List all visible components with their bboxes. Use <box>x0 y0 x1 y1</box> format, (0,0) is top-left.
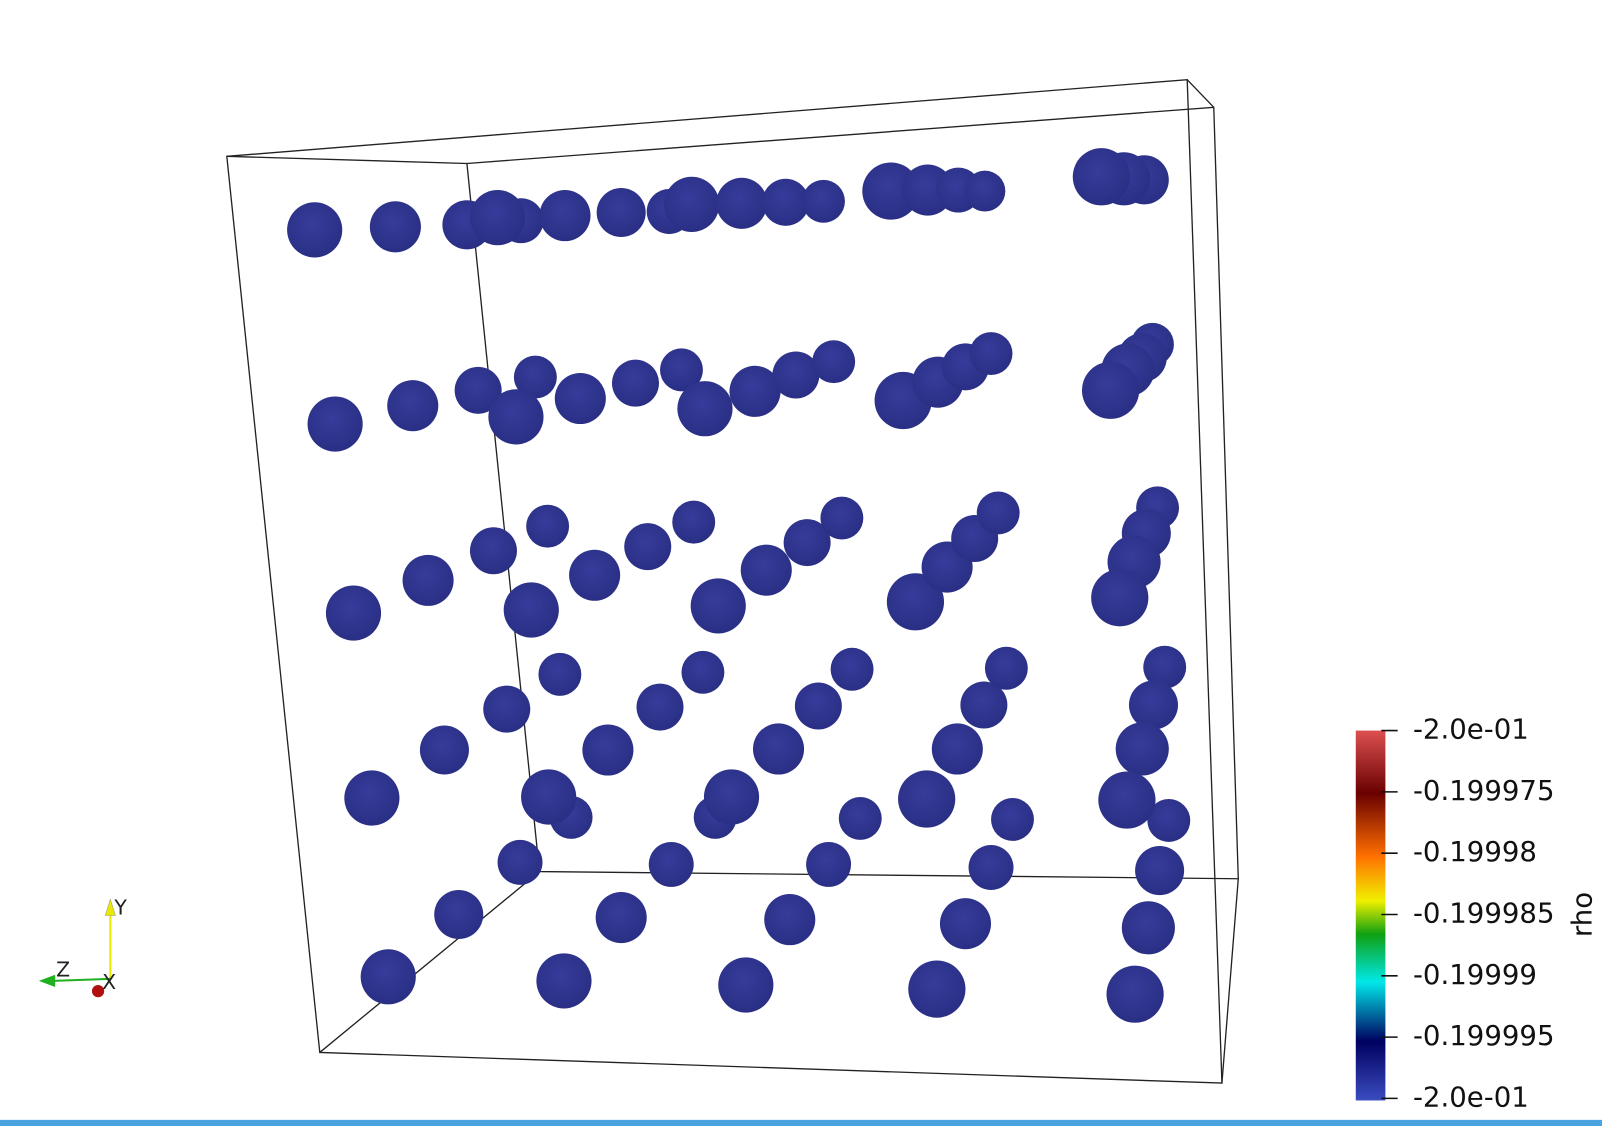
sphere <box>1081 361 1140 419</box>
sphere <box>596 188 646 238</box>
sphere <box>344 770 400 826</box>
sphere <box>539 190 591 242</box>
axis-label-z: Z <box>56 958 70 982</box>
sphere <box>762 178 810 226</box>
sphere <box>783 519 831 567</box>
sphere <box>984 646 1028 690</box>
sphere <box>677 381 733 437</box>
sphere <box>538 652 582 696</box>
sphere <box>964 170 1006 212</box>
sphere <box>729 365 781 417</box>
sphere <box>1072 148 1130 206</box>
sphere <box>703 769 760 825</box>
sphere <box>648 841 694 887</box>
sphere <box>752 723 805 775</box>
sphere <box>830 647 874 691</box>
sphere <box>764 894 816 946</box>
sphere <box>360 949 416 1005</box>
sphere <box>968 845 1014 890</box>
sphere <box>1143 645 1187 689</box>
outline-box <box>226 78 1239 1084</box>
sphere <box>369 201 421 253</box>
sphere <box>611 359 659 407</box>
sphere <box>660 348 703 392</box>
axis-label-x: X <box>102 970 116 994</box>
sphere <box>690 578 746 634</box>
sphere <box>636 683 684 731</box>
sphere <box>434 889 484 940</box>
color-bar-ticks: -2.0e-01 -0.199975 -0.19998 -0.199985 -0.199… <box>1381 713 1555 1113</box>
sphere <box>488 389 544 445</box>
sphere <box>794 682 842 730</box>
sphere <box>772 351 820 399</box>
sphere <box>802 179 845 223</box>
color-bar <box>1355 730 1386 1101</box>
sphere <box>718 957 774 1013</box>
sphere <box>287 202 343 258</box>
color-bar-label: -2.0e-01 <box>1413 713 1529 746</box>
sphere <box>969 332 1013 375</box>
sphere <box>521 769 577 825</box>
sphere <box>806 841 852 887</box>
sphere <box>419 725 469 775</box>
sphere <box>1128 680 1179 730</box>
orientation-axes: Y Z X <box>38 895 127 998</box>
sphere <box>582 724 634 776</box>
color-bar-label: -0.199985 <box>1413 896 1555 929</box>
sphere <box>820 496 864 540</box>
sphere <box>402 554 454 606</box>
color-bar-label: -2.0e-01 <box>1413 1080 1529 1113</box>
sphere <box>862 162 920 220</box>
sphere <box>681 650 725 694</box>
sphere <box>1121 901 1175 955</box>
color-bar-label: -0.19998 <box>1413 835 1537 868</box>
sphere <box>1098 771 1156 829</box>
sphere <box>554 372 606 425</box>
sphere <box>960 681 1008 729</box>
sphere <box>483 685 531 733</box>
axis-label-y: Y <box>113 895 127 919</box>
sphere <box>469 190 526 246</box>
sphere <box>1091 569 1149 627</box>
sphere <box>1135 846 1185 896</box>
sphere <box>307 396 363 452</box>
sphere <box>672 500 716 544</box>
sphere <box>1147 799 1191 842</box>
sphere <box>595 892 647 944</box>
sphere <box>812 340 856 384</box>
color-bar-title: rho <box>1566 892 1599 937</box>
sphere <box>716 177 768 229</box>
sphere <box>469 527 517 575</box>
sphere <box>976 491 1020 535</box>
sphere <box>526 504 570 548</box>
sphere <box>838 796 882 840</box>
sphere <box>939 898 992 950</box>
sphere <box>624 523 672 571</box>
sphere <box>664 176 720 232</box>
sphere <box>536 953 592 1009</box>
glyphs <box>287 148 1191 1023</box>
sphere <box>1115 722 1169 776</box>
sphere <box>886 573 945 631</box>
sphere <box>908 960 966 1018</box>
sphere <box>569 549 621 601</box>
sphere <box>931 723 983 775</box>
sphere <box>1106 965 1164 1023</box>
sphere <box>497 839 543 885</box>
sphere <box>740 544 792 596</box>
sphere <box>454 366 502 414</box>
color-bar-label: -0.19999 <box>1413 958 1537 991</box>
sphere <box>503 582 559 638</box>
sphere <box>991 798 1034 841</box>
view-border <box>0 1119 1602 1126</box>
sphere <box>898 770 956 828</box>
color-bar-label: -0.199975 <box>1413 774 1555 807</box>
color-bar-label: -0.199995 <box>1413 1019 1555 1052</box>
sphere <box>387 380 439 432</box>
sphere <box>325 585 382 641</box>
sphere <box>513 355 557 399</box>
